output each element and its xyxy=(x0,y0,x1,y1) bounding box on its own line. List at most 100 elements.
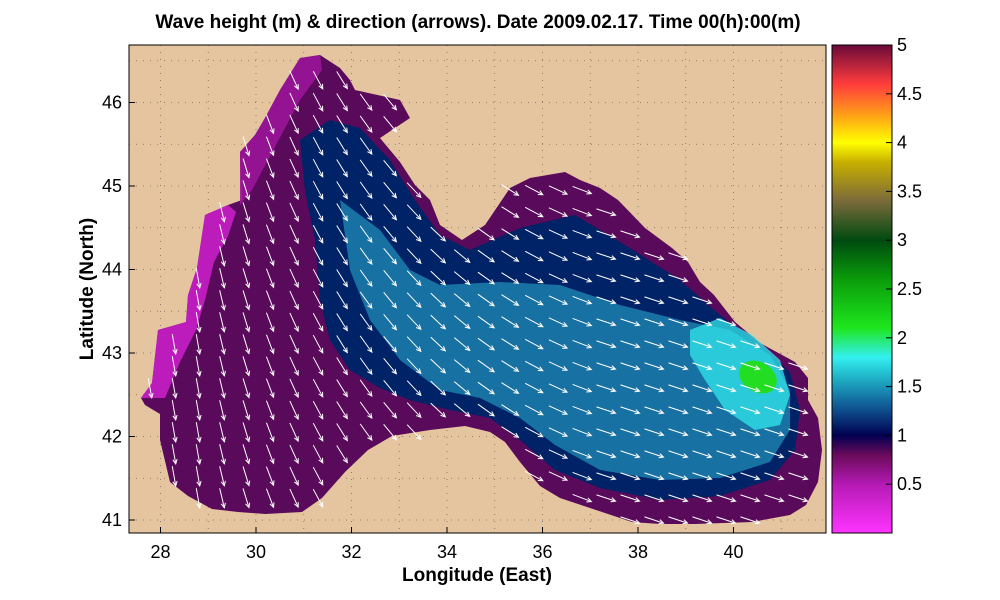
wave-arrow xyxy=(453,403,471,418)
colorbar-tick-label: 3.5 xyxy=(897,181,922,201)
wave-arrow xyxy=(716,516,737,525)
wave-arrow xyxy=(644,340,665,349)
wave-arrow xyxy=(265,180,275,201)
wave-arrow xyxy=(596,340,617,349)
y-axis-ticks: 41 42 43 44 45 46 xyxy=(102,93,135,530)
wave-arrow xyxy=(788,384,809,393)
wave-arrow xyxy=(596,362,617,371)
wave-arrow xyxy=(289,334,299,355)
wave-height-maximum xyxy=(739,360,777,394)
wave-arrow xyxy=(572,207,593,217)
wave-arrow xyxy=(501,360,520,372)
wave-arrow xyxy=(788,450,809,459)
northwest-shelf-zone xyxy=(240,55,322,205)
wave-arrow xyxy=(788,406,809,415)
wave-arrow xyxy=(430,226,447,242)
wave-arrow xyxy=(265,378,275,399)
wave-arrow xyxy=(312,356,324,376)
wave-arrow xyxy=(171,444,178,465)
wave-arrow xyxy=(572,427,593,437)
wave-arrow xyxy=(406,270,422,287)
wave-arrow xyxy=(501,426,520,438)
wave-arrow xyxy=(406,226,422,243)
wave-arrow xyxy=(501,294,520,306)
wave-arrow xyxy=(596,472,617,481)
wave-arrow xyxy=(788,494,809,503)
wave-arrow xyxy=(572,273,593,283)
wave-arrow xyxy=(383,225,398,243)
wave-arrow xyxy=(644,296,665,305)
wave-arrow xyxy=(524,470,544,482)
wave-arrow xyxy=(668,494,689,503)
wave-arrow xyxy=(219,246,226,267)
wave-arrow xyxy=(740,406,761,415)
wave-arrow xyxy=(453,249,471,264)
wave-arrow xyxy=(740,494,761,503)
wave-arrow xyxy=(242,158,251,179)
wave-arrow xyxy=(548,295,569,305)
wave-arrow xyxy=(242,246,251,267)
wave-arrow xyxy=(359,291,373,310)
wave-arrow xyxy=(359,181,373,200)
wave-arrow xyxy=(501,272,520,284)
wave-arrow xyxy=(312,268,324,288)
wave-arrow xyxy=(716,428,737,437)
wave-arrow xyxy=(716,318,737,327)
wave-arrow xyxy=(383,159,398,177)
wave-arrow xyxy=(312,224,324,244)
wave-arrow xyxy=(716,472,737,481)
wave-arrow xyxy=(336,203,348,222)
wave-arrow xyxy=(572,317,593,327)
wave-arrow xyxy=(548,361,569,371)
wave-arrow xyxy=(219,356,226,377)
wave-arrow xyxy=(336,357,348,376)
wave-arrow xyxy=(195,422,202,443)
wave-arrow xyxy=(453,293,471,308)
wave-arrow xyxy=(548,383,569,393)
wave-arrow xyxy=(764,494,785,503)
wave-arrow xyxy=(572,405,593,415)
wave-arrow xyxy=(359,247,373,266)
wave-arrow xyxy=(716,362,737,371)
wave-arrow xyxy=(383,335,398,353)
wave-arrow xyxy=(265,290,275,311)
wave-arrow xyxy=(289,158,299,179)
wave-arrow xyxy=(359,313,373,332)
wave-arrow xyxy=(740,450,761,459)
wave-arrow xyxy=(289,70,299,91)
wave-arrow xyxy=(312,400,324,420)
wave-arrow xyxy=(359,93,373,112)
wave-arrow xyxy=(692,318,713,327)
wave-arrow xyxy=(524,338,544,350)
wave-arrow xyxy=(716,406,737,415)
wave-arrow xyxy=(596,318,617,327)
wave-arrow xyxy=(359,335,373,354)
wave-arrow xyxy=(219,378,226,399)
y-tick-label: 41 xyxy=(102,510,122,530)
wave-arrow xyxy=(596,274,617,283)
wave-arrow xyxy=(501,206,520,218)
y-axis-label: Latitude (North) xyxy=(77,218,98,360)
wave-arrow xyxy=(383,247,398,265)
wave-arrow xyxy=(289,356,299,377)
wave-arrow xyxy=(336,291,348,310)
wave-arrow xyxy=(430,380,447,396)
wave-arrow xyxy=(289,114,299,135)
wave-arrow xyxy=(312,378,324,398)
wave-arrow xyxy=(219,422,226,443)
wave-arrow xyxy=(764,472,785,481)
wave-arrow xyxy=(548,427,569,437)
wave-arrow xyxy=(289,268,299,289)
x-tick-label: 34 xyxy=(437,542,457,562)
wave-arrow xyxy=(501,316,520,328)
wave-arrow xyxy=(336,269,348,288)
wave-arrow xyxy=(668,428,689,437)
colorbar-tick-label: 5 xyxy=(897,35,907,55)
wave-arrow xyxy=(524,228,544,240)
wave-arrow xyxy=(336,115,348,134)
wave-arrow xyxy=(740,384,761,393)
wave-arrow xyxy=(219,268,226,289)
wave-arrow xyxy=(147,378,154,399)
wave-arrow xyxy=(312,158,324,178)
wave-arrow xyxy=(265,224,275,245)
